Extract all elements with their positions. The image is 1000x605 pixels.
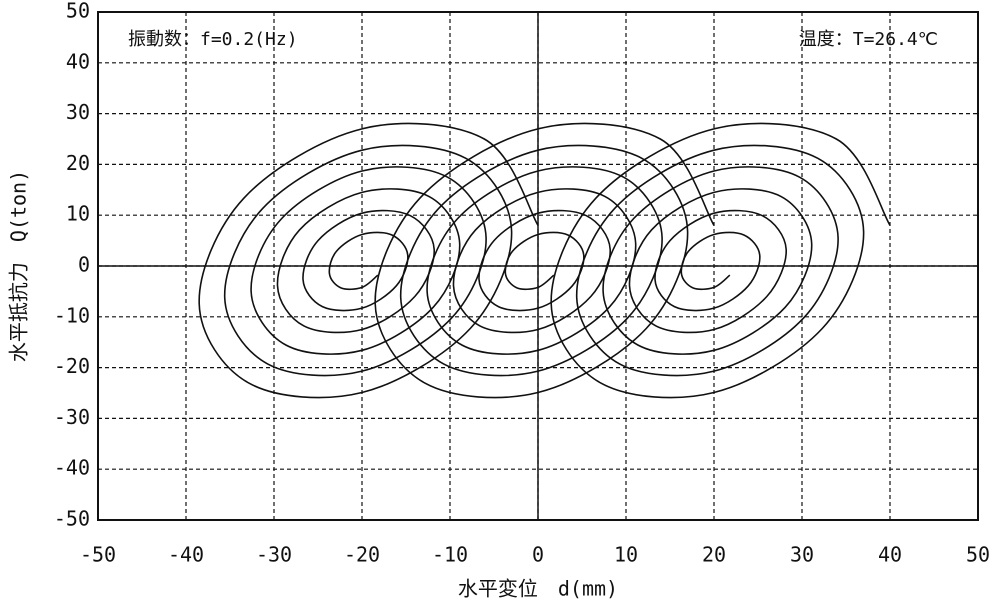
annotation: 振動数：f=0.2(Hz)	[128, 29, 298, 50]
x-tick-label: 0	[532, 543, 544, 567]
y-tick-label: 50	[66, 0, 90, 23]
x-axis-label: 水平変位 d(mm)	[458, 577, 618, 601]
x-tick-label: 50	[966, 543, 990, 567]
y-tick-label: 10	[66, 202, 90, 226]
y-tick-label: -20	[54, 354, 90, 378]
x-tick-label: 20	[702, 543, 726, 567]
y-tick-label: 40	[66, 49, 90, 73]
y-tick-label: 30	[66, 100, 90, 124]
x-tick-label: 40	[878, 543, 902, 567]
x-tick-label: -40	[168, 543, 204, 567]
x-tick-label: 10	[614, 543, 638, 567]
y-tick-label: 0	[78, 253, 90, 277]
x-tick-label: -30	[256, 543, 292, 567]
y-tick-label: -50	[54, 507, 90, 531]
x-tick-label: -10	[432, 543, 468, 567]
annotation: 温度：T=26.4℃	[799, 29, 938, 50]
y-axis-label: 水平抵抗力 Q(ton)	[7, 170, 31, 362]
y-tick-label: -10	[54, 303, 90, 327]
y-tick-label: -30	[54, 405, 90, 429]
y-tick-label: -40	[54, 456, 90, 480]
x-tick-label: -50	[80, 543, 116, 567]
hysteresis-curve	[198, 122, 539, 399]
hysteresis-curve	[374, 122, 715, 399]
hysteresis-curve	[550, 122, 891, 399]
x-tick-label: -20	[344, 543, 380, 567]
y-tick-label: 20	[66, 151, 90, 175]
x-tick-label: 30	[790, 543, 814, 567]
plot-frame	[97, 11, 979, 521]
